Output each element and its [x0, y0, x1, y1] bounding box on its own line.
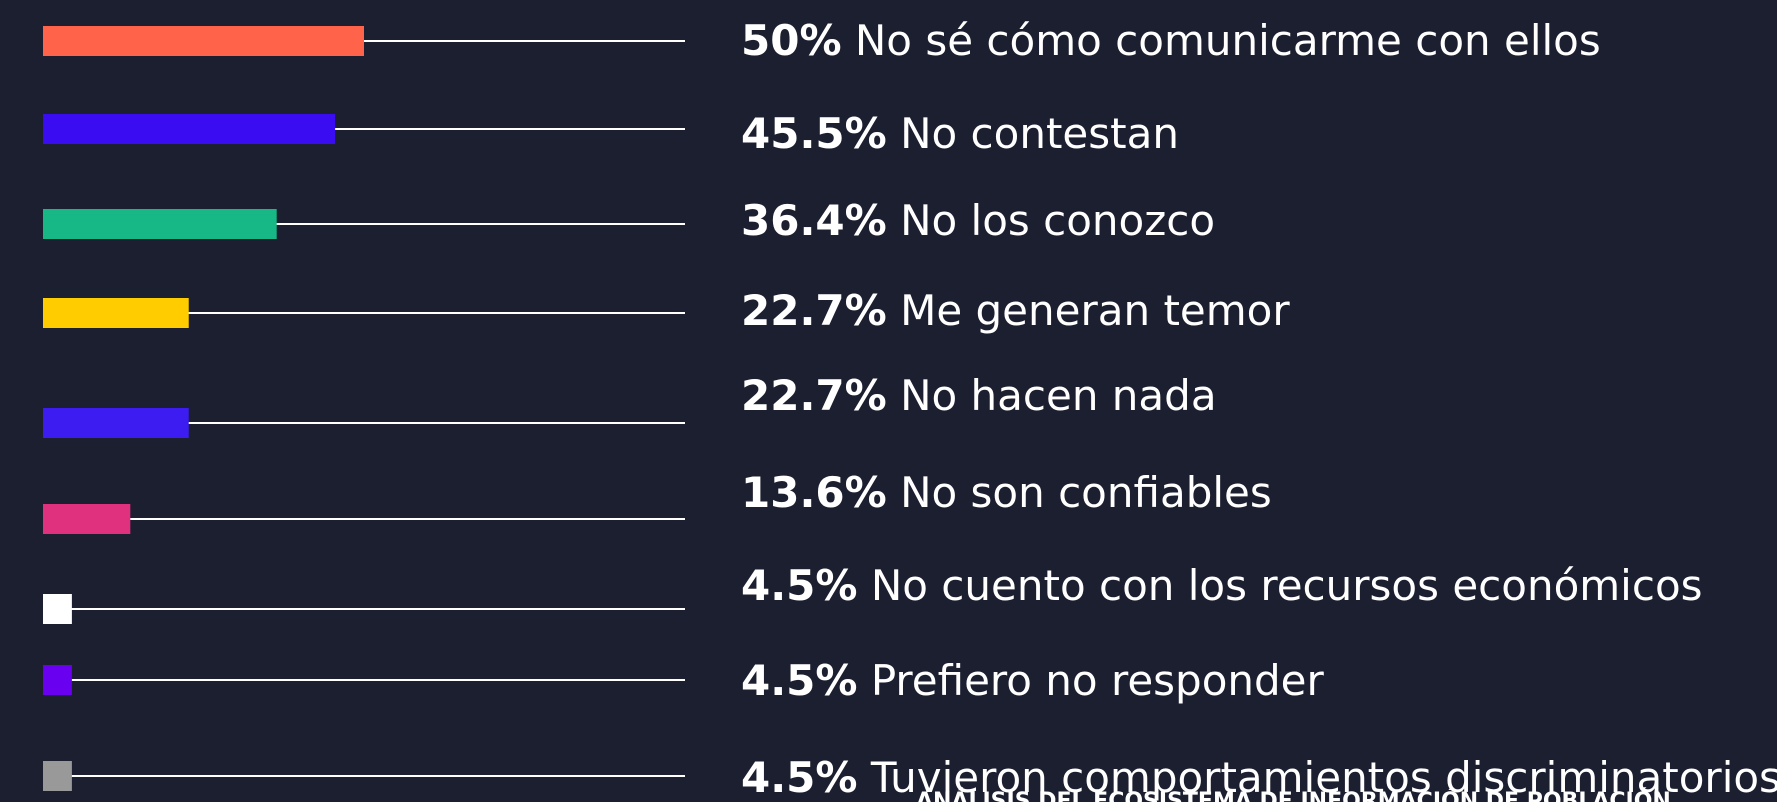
value-label: 4.5%	[741, 561, 857, 610]
spacer	[857, 561, 870, 610]
spacer	[887, 196, 900, 245]
value-label: 22.7%	[741, 371, 887, 420]
bar-label: 13.6% No son confiables	[741, 468, 1272, 517]
footer: ANÁLISIS DEL ECOSISTEMA DE INFORMACIÓN D…	[916, 788, 1671, 802]
bar	[43, 504, 131, 534]
bar-label: 22.7% No hacen nada	[741, 371, 1217, 420]
spacer	[887, 468, 900, 517]
bar	[43, 665, 72, 695]
spacer	[887, 371, 900, 420]
category-label: No contestan	[900, 109, 1179, 158]
spacer	[887, 109, 900, 158]
bar	[43, 761, 72, 791]
spacer	[887, 286, 900, 335]
category-label: No son confiables	[900, 468, 1272, 517]
bar	[43, 298, 189, 328]
value-label: 4.5%	[741, 753, 857, 802]
spacer	[857, 753, 870, 802]
bar-label: 22.7% Me generan temor	[741, 286, 1290, 335]
bar	[43, 408, 189, 438]
value-label: 4.5%	[741, 656, 857, 705]
value-label: 36.4%	[741, 196, 887, 245]
bar	[43, 209, 277, 239]
bar-label: 36.4% No los conozco	[741, 196, 1215, 245]
spacer	[857, 656, 870, 705]
bar	[43, 114, 336, 144]
bar-label: 4.5% No cuento con los recursos económic…	[741, 561, 1703, 610]
value-label: 13.6%	[741, 468, 887, 517]
bar	[43, 26, 364, 56]
category-label: Prefiero no responder	[871, 656, 1325, 705]
bar-label: 50% No sé cómo comunicarme con ellos	[741, 16, 1601, 65]
category-label: No los conozco	[900, 196, 1215, 245]
category-label: No sé cómo comunicarme con ellos	[855, 16, 1601, 65]
spacer	[842, 16, 855, 65]
bar-label: 45.5% No contestan	[741, 109, 1179, 158]
category-label: No cuento con los recursos económicos	[871, 561, 1703, 610]
value-label: 50%	[741, 16, 842, 65]
category-label: No hacen nada	[900, 371, 1216, 420]
value-label: 45.5%	[741, 109, 887, 158]
category-label: Me generan temor	[900, 286, 1290, 335]
value-label: 22.7%	[741, 286, 887, 335]
bar-label: 4.5% Tuvieron comportamientos discrimina…	[741, 753, 1777, 802]
bar	[43, 594, 72, 624]
category-label: Tuvieron comportamientos discriminatorio…	[870, 753, 1777, 802]
bar-label: 4.5% Prefiero no responder	[741, 656, 1325, 705]
